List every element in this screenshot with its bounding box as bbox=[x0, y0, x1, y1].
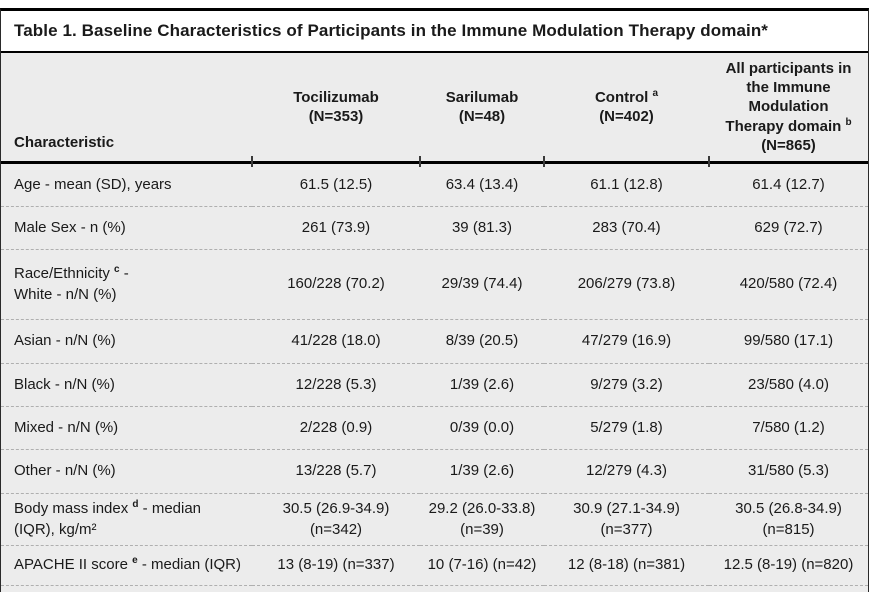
row-label-text: Race/Ethnicity bbox=[14, 265, 115, 283]
cell-value: 2/228 (0.9) bbox=[299, 418, 373, 436]
row-label-text: APACHE II score bbox=[14, 556, 133, 574]
row-label-text: - median (IQR), kg/m² bbox=[14, 500, 202, 538]
cell-value: 9/279 (3.2) bbox=[590, 375, 663, 393]
cell-value: 61.5 (12.5) bbox=[299, 175, 373, 193]
cell-value: 283 (70.4) bbox=[592, 218, 661, 236]
baseline-characteristics-table: Characteristic Tocilizumab (N=353) Sarilu… bbox=[1, 53, 868, 586]
table-body: Age - mean (SD), years 61.5 (12.5) 63.4 (1… bbox=[1, 163, 868, 586]
superscript-marker: c bbox=[114, 264, 120, 276]
row-label-text: Male Sex - n (%) bbox=[14, 218, 126, 236]
cell-value: 12.5 (8-19) (n=820) bbox=[723, 556, 854, 574]
row-label-text: - White - n/N (%) bbox=[14, 265, 129, 303]
row-label: Black - n/N (%) bbox=[1, 364, 252, 407]
cell-value: 12/279 (4.3) bbox=[586, 462, 667, 480]
superscript-marker: b bbox=[845, 116, 852, 128]
cell-value: 61.1 (12.8) bbox=[590, 175, 663, 193]
cell-value: 420/580 (72.4) bbox=[739, 275, 838, 293]
cell-value: 39 (81.3) bbox=[451, 218, 513, 236]
cell-value: 160/228 (70.2) bbox=[287, 275, 385, 293]
column-header-text: Tocilizumab (N=353) bbox=[293, 88, 379, 125]
cell-value: 61.4 (12.7) bbox=[752, 175, 825, 193]
table-row: Other - n/N (%) 13/228 (5.7) 1/39 (2.6) 12/… bbox=[1, 450, 868, 494]
cell-value: 31/580 (5.3) bbox=[748, 462, 829, 480]
cell-value: 12/228 (5.3) bbox=[295, 375, 377, 393]
table-row: Age - mean (SD), years 61.5 (12.5) 63.4 (1… bbox=[1, 163, 868, 207]
column-header: Sarilumab (N=48) bbox=[419, 53, 544, 167]
cell-value: 1/39 (2.6) bbox=[449, 375, 515, 393]
row-label-text: Asian - n/N (%) bbox=[14, 332, 116, 350]
row-label: Body mass index d - median (IQR), kg/m² bbox=[1, 494, 252, 546]
cell-value: 261 (73.9) bbox=[301, 218, 371, 236]
column-header-text: Control bbox=[594, 88, 653, 106]
column-header-text: (N=865) bbox=[761, 136, 816, 154]
row-label-text: - median (IQR) bbox=[137, 556, 242, 574]
cell-value: 29.2 (26.0-33.8) (n=39) bbox=[428, 500, 536, 538]
cell-value: 23/580 (4.0) bbox=[748, 375, 829, 393]
table-row: Race/Ethnicity c - White - n/N (%) 160/22… bbox=[1, 250, 868, 320]
table-bottom-strip bbox=[1, 586, 868, 592]
cell-value: 7/580 (1.2) bbox=[752, 418, 825, 436]
row-label: Mixed - n/N (%) bbox=[1, 407, 252, 450]
cell-value: 206/279 (73.8) bbox=[577, 275, 676, 293]
cell-value: 99/580 (17.1) bbox=[743, 332, 834, 350]
column-header-text: Sarilumab (N=48) bbox=[445, 88, 519, 125]
table-row: Male Sex - n (%) 261 (73.9) 39 (81.3) 283 (… bbox=[1, 207, 868, 250]
row-label-text: Black - n/N (%) bbox=[14, 375, 115, 393]
cell-value: 47/279 (16.9) bbox=[581, 332, 672, 350]
table-frame: Table 1. Baseline Characteristics of Par… bbox=[0, 8, 869, 592]
cell-value: 30.9 (27.1-34.9) (n=377) bbox=[573, 500, 680, 538]
cell-value: 10 (7-16) (n=42) bbox=[427, 556, 537, 574]
cell-value: 5/279 (1.8) bbox=[590, 418, 663, 436]
table-row: APACHE II score e - median (IQR) 13 (8-19… bbox=[1, 546, 868, 586]
table-title: Table 1. Baseline Characteristics of Par… bbox=[1, 11, 868, 53]
superscript-marker: e bbox=[132, 555, 138, 567]
cell-value: 30.5 (26.9-34.9) (n=342) bbox=[282, 500, 390, 538]
cell-value: 13 (8-19) (n=337) bbox=[277, 556, 395, 574]
row-label: Male Sex - n (%) bbox=[1, 207, 252, 250]
row-label: Other - n/N (%) bbox=[1, 450, 252, 494]
row-label: APACHE II score e - median (IQR) bbox=[1, 546, 252, 586]
cell-value: 13/228 (5.7) bbox=[295, 462, 377, 480]
row-label-text: Body mass index bbox=[14, 500, 133, 518]
table-row: Black - n/N (%) 12/228 (5.3) 1/39 (2.6) 9/2… bbox=[1, 364, 868, 407]
column-header: All participants in the Immune Modulatio… bbox=[708, 53, 868, 167]
cell-value: 29/39 (74.4) bbox=[441, 275, 523, 293]
column-header-text: All participants in the Immune Modulatio… bbox=[725, 60, 852, 135]
table-row: Body mass index d - median (IQR), kg/m² 3… bbox=[1, 494, 868, 546]
superscript-marker: a bbox=[652, 87, 659, 99]
table-row: Asian - n/N (%) 41/228 (18.0) 8/39 (20.5) 4… bbox=[1, 320, 868, 364]
table-row: Mixed - n/N (%) 2/228 (0.9) 0/39 (0.0) 5/27… bbox=[1, 407, 868, 450]
cell-value: 12 (8-18) (n=381) bbox=[567, 556, 686, 574]
cell-value: 1/39 (2.6) bbox=[449, 462, 515, 480]
column-header: Tocilizumab (N=353) bbox=[251, 53, 420, 167]
column-header-characteristic: Characteristic bbox=[1, 53, 252, 164]
cell-value: 30.5 (26.8-34.9) (n=815) bbox=[735, 500, 842, 538]
row-label-text: Mixed - n/N (%) bbox=[14, 418, 119, 436]
row-label-text: Age - mean (SD), years bbox=[14, 175, 172, 193]
row-label-text: Other - n/N (%) bbox=[14, 462, 116, 480]
cell-value: 8/39 (20.5) bbox=[445, 332, 519, 350]
column-header: Control a (N=402) bbox=[543, 53, 709, 167]
cell-value: 63.4 (13.4) bbox=[445, 175, 519, 193]
column-header-text: (N=402) bbox=[599, 108, 654, 125]
superscript-marker: d bbox=[132, 499, 139, 511]
row-label: Age - mean (SD), years bbox=[1, 163, 252, 207]
cell-value: 0/39 (0.0) bbox=[449, 418, 515, 436]
row-label: Race/Ethnicity c - White - n/N (%) bbox=[1, 250, 252, 320]
header-row: Characteristic Tocilizumab (N=353) Sarilu… bbox=[1, 53, 868, 167]
cell-value: 629 (72.7) bbox=[754, 218, 823, 236]
row-label: Asian - n/N (%) bbox=[1, 320, 252, 364]
cell-value: 41/228 (18.0) bbox=[291, 332, 381, 350]
